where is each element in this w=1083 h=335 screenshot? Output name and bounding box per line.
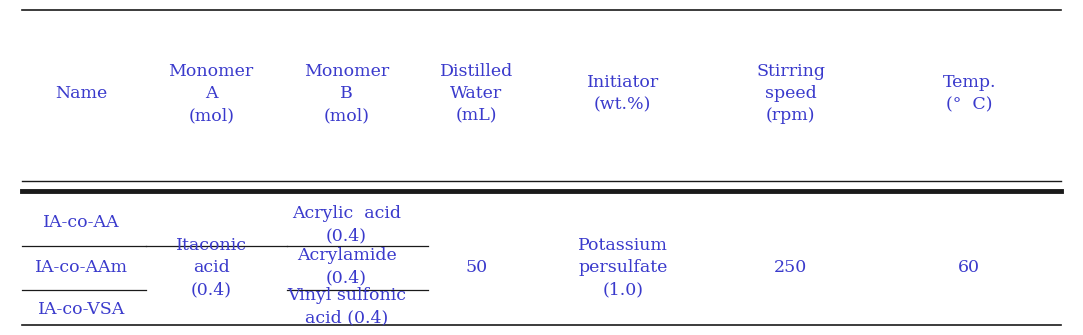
Text: 60: 60	[958, 260, 980, 276]
Text: 50: 50	[466, 260, 487, 276]
Text: 250: 250	[774, 260, 807, 276]
Text: Initiator
(wt.%): Initiator (wt.%)	[587, 74, 658, 114]
Text: Temp.
(°  C): Temp. (° C)	[942, 74, 996, 114]
Text: Monomer
A
(mol): Monomer A (mol)	[169, 63, 253, 125]
Text: Potassium
persulfate
(1.0): Potassium persulfate (1.0)	[578, 237, 667, 299]
Text: IA-co-AA: IA-co-AA	[43, 214, 119, 231]
Text: Vinyl sulfonic
acid (0.4): Vinyl sulfonic acid (0.4)	[287, 287, 406, 326]
Text: Itaconic
acid
(0.4): Itaconic acid (0.4)	[175, 237, 247, 299]
Text: Acrylamide
(0.4): Acrylamide (0.4)	[297, 247, 396, 286]
Text: Name: Name	[55, 85, 107, 102]
Text: Acrylic  acid
(0.4): Acrylic acid (0.4)	[292, 205, 401, 244]
Text: IA-co-AAm: IA-co-AAm	[35, 260, 128, 276]
Text: Monomer
B
(mol): Monomer B (mol)	[304, 63, 389, 125]
Text: Stirring
speed
(rpm): Stirring speed (rpm)	[756, 63, 825, 125]
Text: Distilled
Water
(mL): Distilled Water (mL)	[440, 63, 513, 125]
Text: IA-co-VSA: IA-co-VSA	[38, 302, 125, 318]
